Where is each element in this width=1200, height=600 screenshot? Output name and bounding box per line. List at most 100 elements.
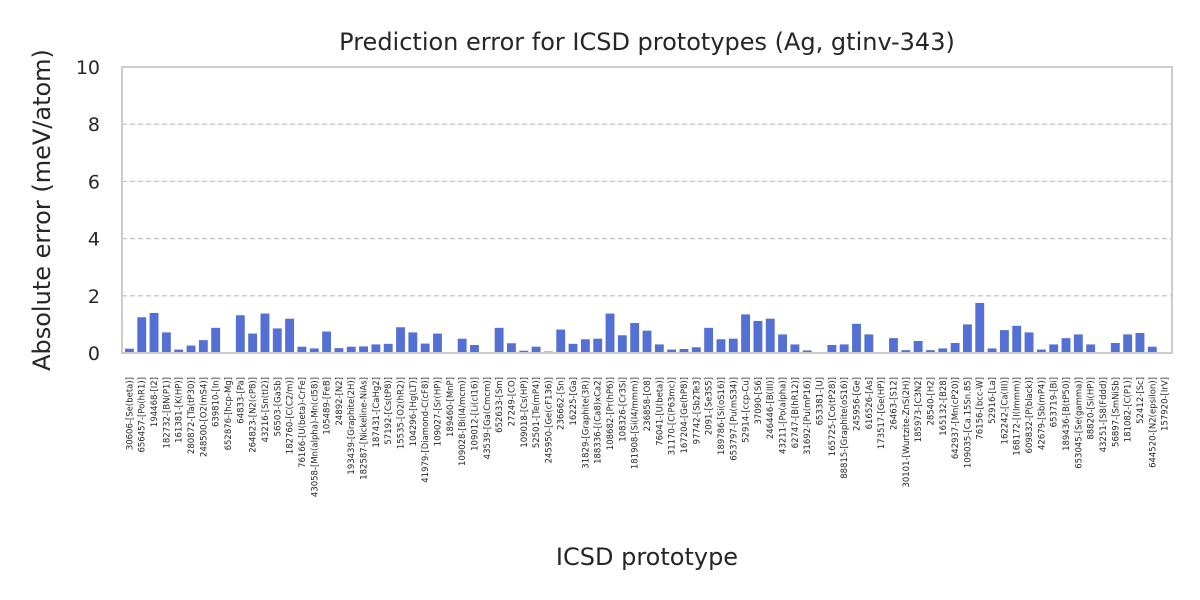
x-tick-label: 182587-[Nickeline-NiAs] (360, 377, 370, 480)
y-tick-label: 0 (88, 343, 100, 365)
y-tick-label: 10 (76, 57, 100, 79)
x-tick-label: 104296-[Hg(LT)] (409, 377, 419, 446)
bar (1147, 346, 1157, 353)
bar (568, 343, 578, 353)
x-tick-label: 28540-[H2] (926, 377, 936, 426)
bar (975, 302, 985, 353)
x-tick-label: 52914-[ccp-Cu] (742, 377, 752, 443)
x-tick-label: 64833-[Pa] (236, 377, 246, 424)
bar (531, 346, 541, 353)
y-tick-labels: 0 2 4 6 8 10 (76, 57, 100, 365)
bar (309, 348, 319, 353)
x-tick-label: 189786-[Si(oS16)] (717, 377, 727, 455)
grid-lines (122, 123, 1172, 297)
x-tick-label: 246446-[B(III)] (766, 377, 776, 439)
bar (371, 344, 381, 353)
x-tick-label: 37090-[S6] (754, 377, 764, 425)
x-tick-label: 30606-[Se(beta)] (125, 377, 135, 450)
x-tick-label: 88815-[Graphite(oS16)] (840, 377, 850, 479)
bar (765, 318, 775, 353)
bar (679, 348, 689, 353)
x-tick-label: 108682-[Pr(hP6)] (606, 377, 616, 450)
bar (161, 332, 171, 353)
bar (1086, 344, 1096, 353)
x-tick-label: 97742-[Sb2Te3] (692, 377, 702, 444)
bar (149, 312, 159, 353)
x-tick-label: 31170-[C(P63mc)] (668, 377, 678, 455)
bar (137, 317, 147, 353)
x-tick-label: 26463-[S12] (889, 377, 899, 430)
x-tick-label: 189436-[B(tP50)] (1062, 377, 1072, 451)
x-tick-label: 16225-[Ga] (569, 377, 579, 426)
bar (605, 313, 615, 353)
bar (999, 330, 1009, 353)
bar (1135, 332, 1145, 353)
x-tick-label: 109028-[Bi(I4/mcm)] (458, 377, 468, 466)
x-tick-labels: 30606-[Se(beta)] 656457-[Po(hR1)] 194468-[… (125, 377, 1170, 497)
x-tick-label: 185973-[C3N2] (914, 377, 924, 442)
bar (580, 339, 590, 353)
bar (494, 327, 504, 353)
x-tick-label: 109012-[Li(cI16)] (470, 377, 480, 451)
bar (901, 350, 911, 353)
x-tick-label: 639810-[In] (212, 377, 222, 427)
x-tick-label: 15535-[O2(hR2)] (397, 377, 407, 449)
bar (556, 329, 566, 353)
x-tick-label: 109035-[Ca.15Sn.85] (963, 377, 973, 468)
x-tick-label: 105489-[FeB] (323, 377, 333, 435)
bar (950, 342, 960, 353)
bar (704, 327, 714, 353)
bar (186, 345, 196, 353)
x-tick-label: 280872-[Ta(tP30)] (187, 377, 197, 454)
y-tick-label: 8 (88, 114, 100, 136)
x-tick-label: 642937-[Mn(cP20)] (951, 377, 961, 459)
bar (1123, 334, 1133, 353)
x-tick-label: 644520-[N2(epsilon)] (1148, 377, 1158, 468)
bar (359, 346, 368, 353)
bar (408, 332, 418, 353)
bar (174, 349, 184, 353)
x-tick-label: 652633-[Sm] (495, 377, 505, 433)
bar (913, 340, 923, 353)
bar (741, 314, 751, 353)
x-tick-label: 168172-[I(Immm)] (1013, 377, 1023, 456)
bar (285, 318, 295, 353)
x-tick-label: 88820-[Si(HP)] (1087, 377, 1097, 440)
bar (1036, 349, 1046, 353)
bar (1012, 325, 1022, 353)
bar (691, 347, 701, 353)
x-tick-label: 173517-[Ge(HP)] (877, 377, 887, 449)
bar (630, 322, 640, 353)
bar (654, 344, 664, 353)
x-tick-label: 43211-[Po(alpha)] (779, 377, 789, 454)
x-tick-label: 161381-[K(HP)] (175, 377, 185, 443)
bar (507, 343, 516, 353)
x-tick-label: 109018-[Cs(HP)] (520, 377, 530, 448)
bar (962, 324, 972, 353)
bar (790, 344, 800, 353)
x-tick-label: 236858-[O8] (643, 377, 653, 431)
bar (716, 339, 726, 353)
x-tick-label: 248500-[O2(mS4)] (199, 377, 209, 457)
bar (272, 328, 282, 353)
x-tick-label: 31829-[Graphite(3R)] (581, 377, 591, 469)
bar (235, 315, 245, 353)
x-tick-label: 181908-[Si(I4/mmm)] (631, 377, 641, 469)
bar (753, 320, 763, 353)
bar (1110, 342, 1120, 353)
bar (926, 350, 935, 353)
x-tick-label: 245956-[Ge] (853, 377, 863, 431)
x-tick-label: 652876-[hcp-Mg] (224, 377, 234, 450)
x-tick-label: 2091-[Se3S5] (705, 377, 715, 435)
x-tick-label: 653381-[U] (816, 377, 826, 425)
bar (667, 349, 677, 353)
y-tick-label: 6 (88, 171, 100, 193)
bar (827, 344, 837, 353)
x-tick-label: 245950-[Ge(cF136)] (544, 377, 554, 463)
y-tick-label: 4 (88, 229, 100, 251)
x-tick-label: 62747-[B(hR12)] (791, 377, 801, 448)
x-tick-label: 165132-[B28] (939, 377, 949, 436)
x-tick-label: 43216-[Sn(tI2)] (261, 377, 271, 442)
bar (1073, 334, 1083, 353)
x-tick-label: 41979-[Diamond-C(cF8)] (421, 377, 431, 483)
